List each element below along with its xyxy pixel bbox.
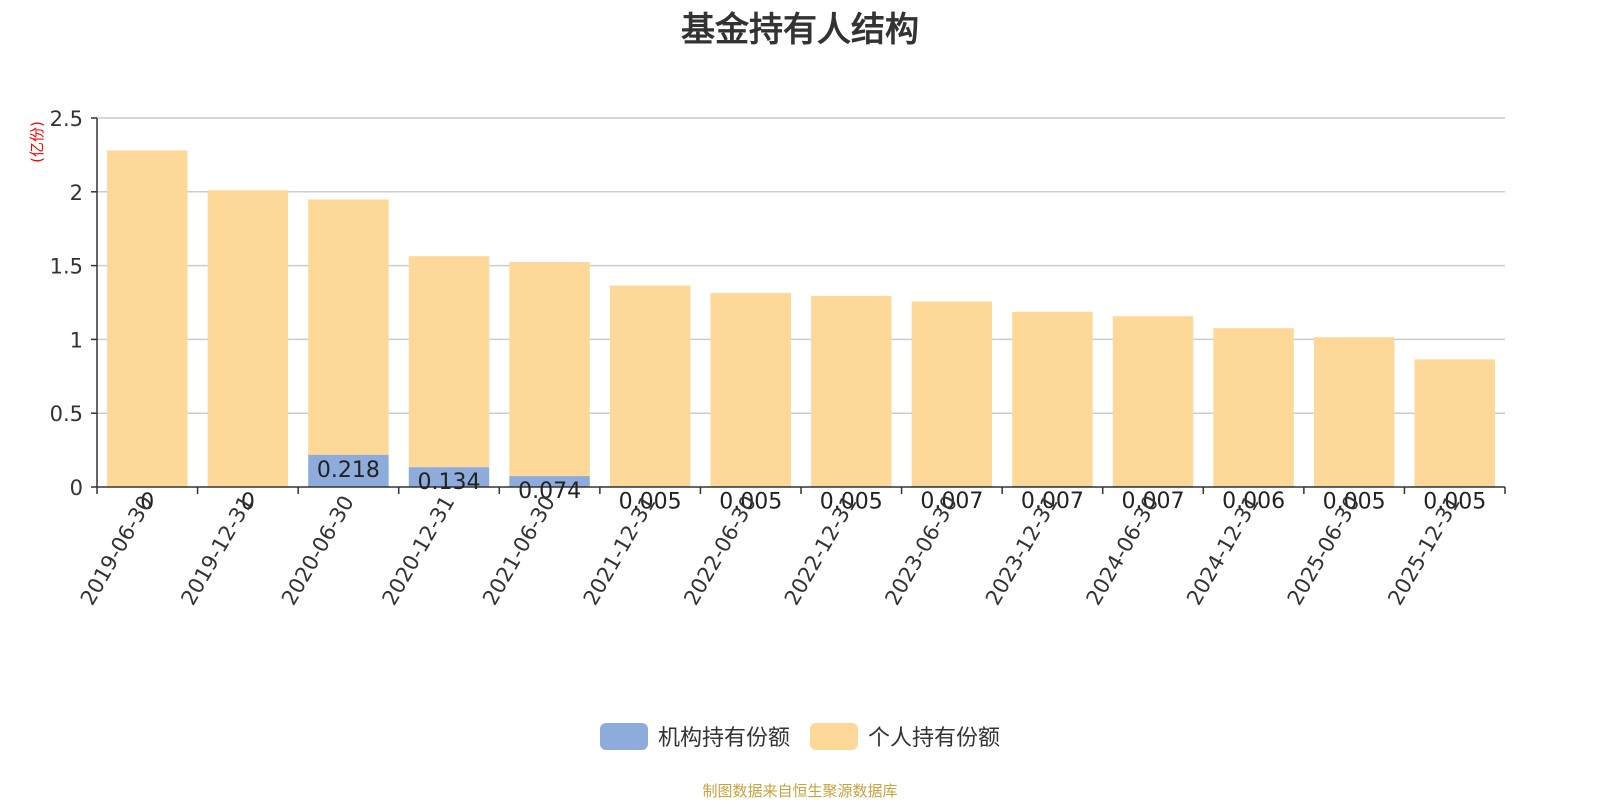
data-label-institutional: 0.005 [619,489,682,514]
data-label-institutional: 0.005 [1423,489,1486,514]
bar-individual [1313,337,1395,487]
chart-title: 基金持有人结构 [681,10,919,50]
legend-item-institutional[interactable]: 机构持有份额 [599,720,790,752]
legend-label-institutional: 机构持有份额 [657,726,790,751]
bar-individual [710,292,791,487]
data-label-institutional: 0.007 [1122,489,1185,514]
bar-individual [911,301,993,486]
data-label-institutional: 0.007 [1021,489,1084,514]
y-tick-label: 2 [70,181,83,205]
y-tick-label: 0 [70,476,83,500]
legend-label-individual: 个人持有份额 [868,726,1001,751]
data-label-institutional: 0.074 [518,479,581,504]
x-tick-label: 2019-06-30 [76,492,158,610]
data-label-institutional: 0.007 [920,489,983,514]
data-label-institutional: 0.134 [418,470,481,495]
y-tick-label: 2.5 [50,107,83,131]
data-label-institutional: 0 [140,490,154,515]
bar-individual [609,285,691,487]
bar-individual [408,256,490,468]
data-label-institutional: 0.218 [317,458,380,483]
data-label-institutional: 0 [241,490,255,515]
x-tick-label: 2019-12-31 [176,492,258,610]
legend: 机构持有份额 个人持有份额 [0,720,1600,752]
bar-individual [1012,311,1093,486]
legend-item-individual[interactable]: 个人持有份额 [810,720,1000,752]
data-label-institutional: 0.005 [820,489,883,514]
source-note: 制图数据来自恒生聚源数据库 [702,782,898,800]
bar-individual [207,190,289,487]
legend-swatch-individual [810,722,858,750]
x-tick-label: 2021-06-30 [478,492,560,610]
bar-individual [509,262,590,477]
bar-individual [811,295,892,487]
y-tick-label: 1.5 [50,255,83,279]
bar-institutional [408,467,490,487]
data-label-institutional: 0.005 [1323,489,1386,514]
bar-individual [1213,328,1294,487]
bar-individual [107,150,188,488]
data-label-institutional: 0.005 [719,489,782,514]
bar-individual [308,199,389,455]
legend-swatch-institutional [599,722,648,750]
y-tick-label: 0.5 [50,402,83,426]
y-axis-unit: (亿份) [28,121,46,163]
bar-institutional [308,454,389,487]
x-tick-label: 2020-06-30 [277,492,359,610]
y-tick-label: 1 [70,328,83,352]
bar-institutional [509,476,590,487]
x-tick-label: 2020-12-31 [378,492,460,610]
bar-individual [1414,359,1495,487]
stacked-bar-chart: 0 0.5 1 1.5 2 2.5(亿份) 0 0 0.218 0.134 0.074 0.005 0.… [28,107,1506,610]
data-label-institutional: 0.006 [1222,489,1285,514]
bar-individual [1112,316,1194,486]
